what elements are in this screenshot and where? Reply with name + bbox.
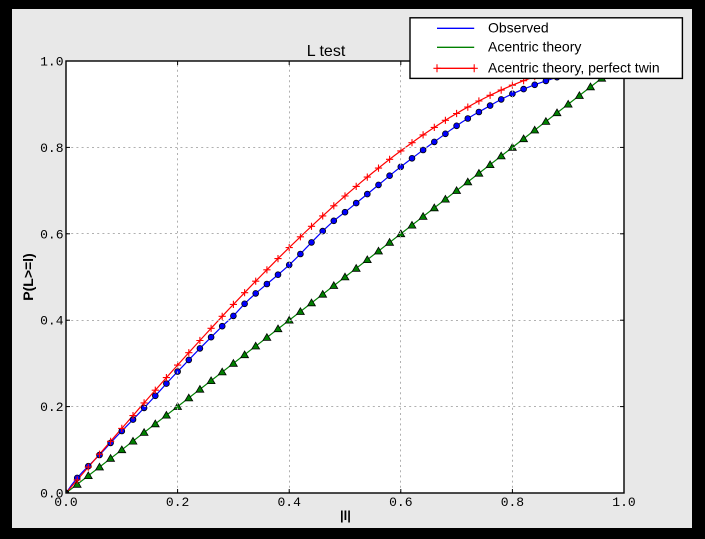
svg-text:0.6: 0.6 — [40, 227, 63, 242]
svg-text:Acentric theory, perfect twin: Acentric theory, perfect twin — [488, 59, 660, 75]
svg-text:1.0: 1.0 — [40, 55, 63, 70]
svg-text:0.2: 0.2 — [166, 495, 189, 510]
svg-text:Acentric theory: Acentric theory — [488, 38, 581, 54]
svg-text:0.0: 0.0 — [54, 495, 77, 510]
svg-text:0.8: 0.8 — [40, 141, 63, 156]
svg-text:0.4: 0.4 — [277, 495, 301, 510]
svg-text:0.2: 0.2 — [40, 400, 63, 415]
svg-text:L test: L test — [307, 43, 346, 60]
svg-text:0.6: 0.6 — [389, 495, 412, 510]
svg-text:P(L>=l): P(L>=l) — [20, 253, 36, 300]
svg-text:0.8: 0.8 — [501, 495, 524, 510]
svg-text:|l|: |l| — [340, 508, 351, 523]
svg-text:Observed: Observed — [488, 19, 549, 35]
svg-text:0.0: 0.0 — [40, 487, 63, 502]
svg-text:0.4: 0.4 — [40, 314, 64, 329]
svg-text:1.0: 1.0 — [612, 495, 635, 510]
